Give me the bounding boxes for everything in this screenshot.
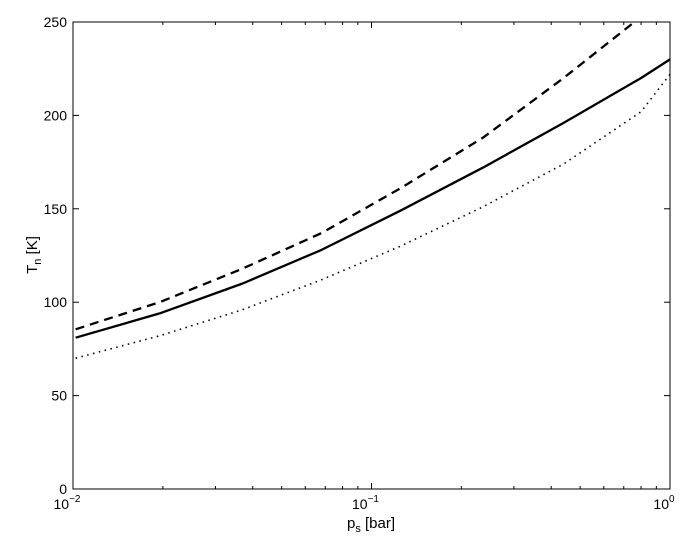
- y-tick-label: 200: [44, 107, 68, 123]
- x-tick-label: 100: [653, 494, 675, 512]
- x-axis-label-subscript: s: [355, 523, 361, 535]
- tick-labels: 0 50 100 150 200 250 10−2 10−1 100: [44, 14, 675, 512]
- series-dashed-line: [75, 21, 636, 331]
- y-axis-label-main: T: [24, 265, 41, 274]
- x-axis-label: ps [bar]: [347, 515, 395, 535]
- x-axis-label-unit: [bar]: [361, 515, 395, 532]
- y-axis-label-subscript: n: [32, 259, 44, 265]
- y-tick-label: 100: [44, 294, 68, 310]
- y-tick-label: 0: [59, 481, 67, 497]
- series-lines: [75, 21, 671, 359]
- x-axis-label-main: p: [347, 515, 355, 532]
- series-solid-line: [75, 58, 671, 339]
- x-tick-label: 10−1: [352, 494, 379, 512]
- x-tick-label: 10−2: [54, 494, 81, 512]
- series-dotted-line: [75, 73, 671, 359]
- y-tick-label: 150: [44, 201, 68, 217]
- y-tick-label: 50: [51, 388, 67, 404]
- y-axis-label-unit: [K]: [24, 236, 41, 259]
- y-tick-label: 250: [44, 14, 68, 30]
- axis-ticks: [72, 21, 671, 490]
- plot-area-frame: [72, 21, 671, 490]
- y-axis-label: Tn [K]: [24, 236, 44, 274]
